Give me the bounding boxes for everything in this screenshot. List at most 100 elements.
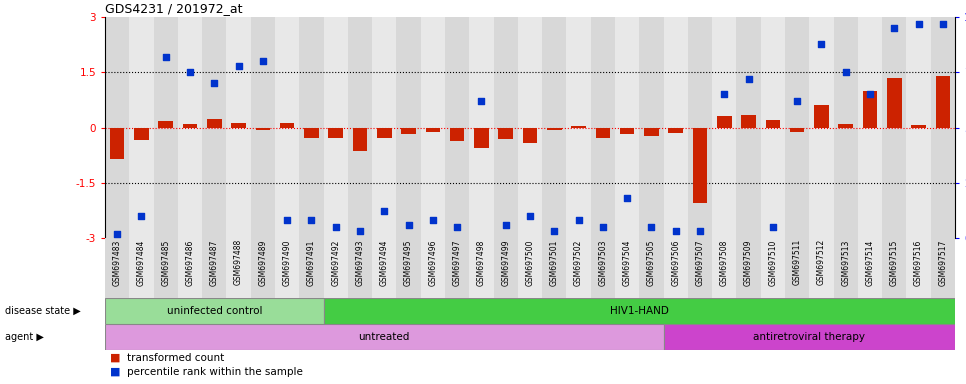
Text: GSM697497: GSM697497 bbox=[453, 239, 462, 286]
Bar bbox=[474, 127, 489, 148]
Bar bbox=[664, 324, 955, 350]
Bar bbox=[760, 238, 785, 298]
Text: untreated: untreated bbox=[358, 332, 410, 342]
Point bbox=[741, 76, 756, 82]
Bar bbox=[615, 238, 639, 298]
Bar bbox=[566, 238, 591, 298]
Bar bbox=[154, 17, 178, 238]
Point bbox=[935, 21, 951, 27]
Point bbox=[449, 224, 465, 230]
Bar bbox=[882, 238, 906, 298]
Point bbox=[523, 213, 538, 219]
Point bbox=[353, 228, 368, 235]
Bar bbox=[469, 17, 494, 238]
Point bbox=[498, 222, 514, 228]
Text: GSM697496: GSM697496 bbox=[428, 239, 438, 286]
Point bbox=[158, 54, 174, 60]
Bar bbox=[712, 238, 736, 298]
Text: GSM697495: GSM697495 bbox=[404, 239, 413, 286]
Bar bbox=[348, 238, 372, 298]
Text: GSM697484: GSM697484 bbox=[137, 239, 146, 286]
Bar bbox=[105, 324, 664, 350]
Bar bbox=[882, 17, 906, 238]
Point bbox=[911, 21, 926, 27]
Bar bbox=[858, 238, 882, 298]
Bar bbox=[396, 17, 421, 238]
Bar bbox=[494, 17, 518, 238]
Point bbox=[789, 98, 805, 104]
Bar bbox=[426, 127, 440, 132]
Text: GSM697489: GSM697489 bbox=[258, 239, 268, 286]
Bar bbox=[615, 17, 639, 238]
Bar bbox=[518, 17, 542, 238]
Point bbox=[231, 63, 246, 69]
Bar bbox=[251, 238, 275, 298]
Text: GSM697485: GSM697485 bbox=[161, 239, 170, 286]
Text: GSM697492: GSM697492 bbox=[331, 239, 340, 286]
Bar bbox=[469, 238, 494, 298]
Text: GSM697515: GSM697515 bbox=[890, 239, 898, 286]
Text: GSM697498: GSM697498 bbox=[477, 239, 486, 286]
Bar bbox=[668, 127, 683, 133]
Bar bbox=[226, 17, 251, 238]
Bar bbox=[930, 238, 955, 298]
Bar bbox=[785, 238, 810, 298]
Bar bbox=[785, 17, 810, 238]
Bar bbox=[644, 127, 659, 136]
Point bbox=[328, 224, 344, 230]
Bar bbox=[353, 127, 367, 151]
Text: GSM697514: GSM697514 bbox=[866, 239, 874, 286]
Text: GSM697483: GSM697483 bbox=[113, 239, 122, 286]
Bar bbox=[906, 17, 930, 238]
Text: GSM697503: GSM697503 bbox=[598, 239, 608, 286]
Point bbox=[619, 195, 635, 201]
Bar bbox=[256, 127, 270, 131]
Bar bbox=[445, 238, 469, 298]
Bar bbox=[105, 17, 129, 238]
Bar bbox=[906, 238, 930, 298]
Bar bbox=[275, 238, 299, 298]
Text: percentile rank within the sample: percentile rank within the sample bbox=[128, 367, 303, 377]
Bar bbox=[231, 123, 246, 127]
Bar bbox=[129, 17, 154, 238]
Bar bbox=[838, 124, 853, 127]
Point bbox=[425, 217, 440, 223]
Point bbox=[109, 230, 125, 237]
Text: GSM697509: GSM697509 bbox=[744, 239, 753, 286]
Bar bbox=[401, 127, 415, 134]
Bar bbox=[202, 17, 226, 238]
Point bbox=[183, 69, 198, 75]
Text: uninfected control: uninfected control bbox=[166, 306, 262, 316]
Text: GSM697508: GSM697508 bbox=[720, 239, 728, 286]
Bar bbox=[717, 116, 731, 127]
Bar bbox=[178, 238, 202, 298]
Bar bbox=[887, 78, 901, 127]
Bar bbox=[202, 238, 226, 298]
Point bbox=[668, 228, 683, 235]
Bar bbox=[571, 126, 585, 127]
Bar bbox=[741, 114, 755, 127]
Bar bbox=[591, 17, 615, 238]
Point bbox=[255, 58, 270, 64]
Point bbox=[303, 217, 319, 223]
Text: GSM697504: GSM697504 bbox=[623, 239, 632, 286]
Bar bbox=[154, 238, 178, 298]
Text: disease state ▶: disease state ▶ bbox=[5, 306, 80, 316]
Bar bbox=[178, 17, 202, 238]
Bar bbox=[348, 17, 372, 238]
Bar bbox=[421, 17, 445, 238]
Text: GSM697505: GSM697505 bbox=[647, 239, 656, 286]
Bar bbox=[930, 17, 955, 238]
Point bbox=[401, 222, 416, 228]
Point bbox=[473, 98, 489, 104]
Text: agent ▶: agent ▶ bbox=[5, 332, 43, 342]
Bar bbox=[494, 238, 518, 298]
Bar bbox=[639, 238, 664, 298]
Bar bbox=[736, 17, 760, 238]
Point bbox=[595, 224, 611, 230]
Text: GSM697486: GSM697486 bbox=[185, 239, 194, 286]
Point bbox=[863, 91, 878, 98]
Bar bbox=[639, 17, 664, 238]
Bar bbox=[810, 238, 834, 298]
Bar bbox=[105, 298, 324, 324]
